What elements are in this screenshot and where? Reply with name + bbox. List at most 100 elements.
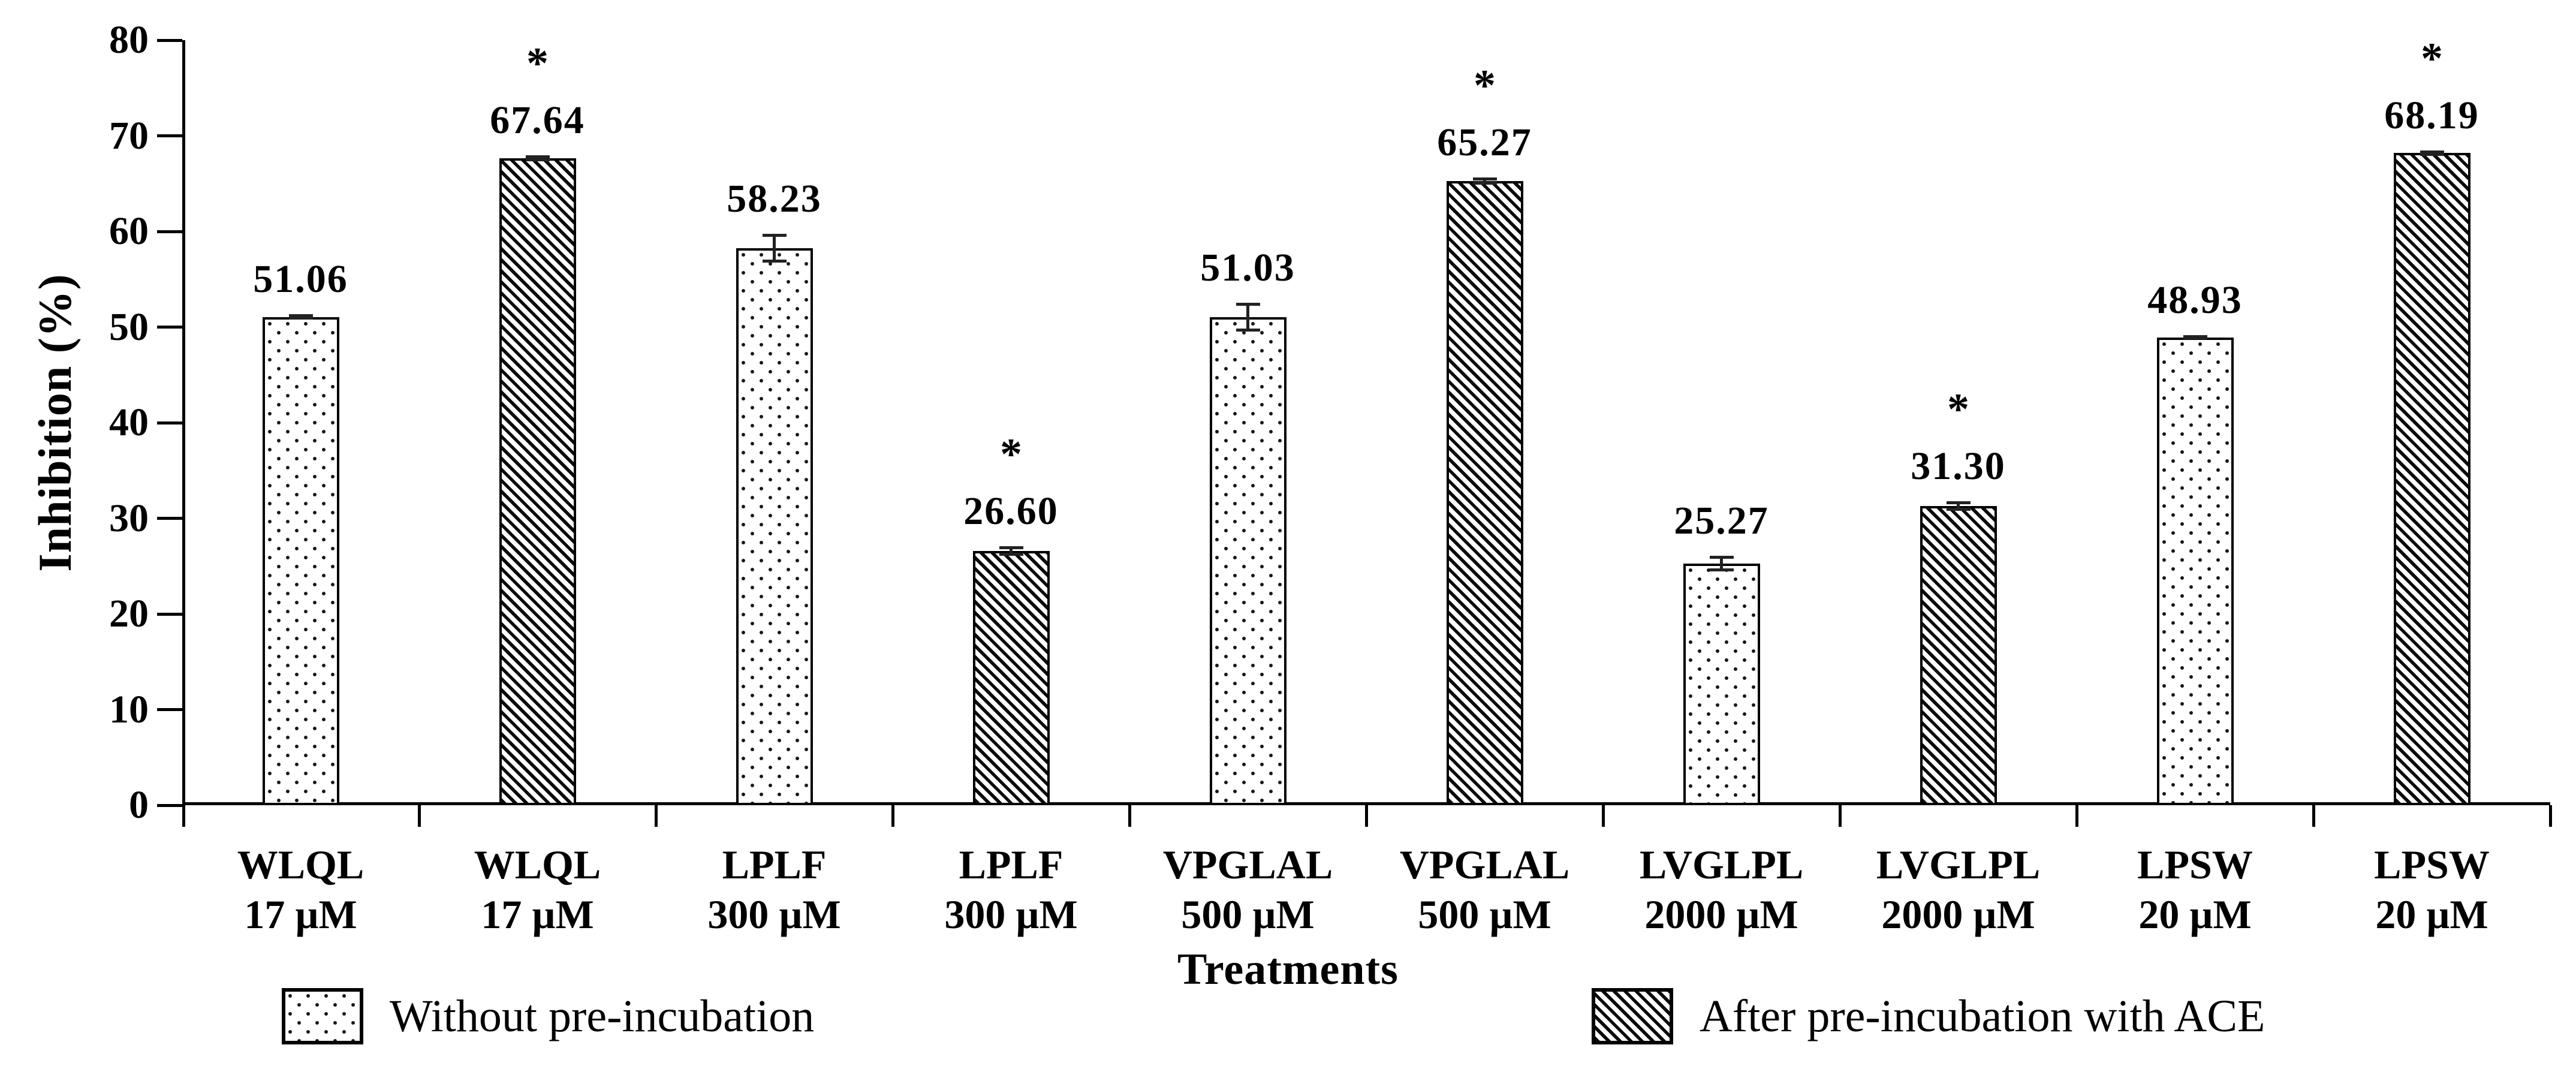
legend-swatch-diagonal-hatch [1592, 988, 1673, 1044]
error-bar [1236, 303, 1260, 332]
error-bar [999, 546, 1023, 556]
x-tick [891, 805, 894, 827]
error-bar-cap [2183, 336, 2207, 339]
x-category-label: VPGLAL 500 µM [1399, 842, 1570, 937]
error-bar [525, 155, 550, 161]
error-bar-cap [1946, 507, 1971, 511]
bar-value-label: 31.30 [1911, 444, 2006, 488]
x-category-label: VPGLAL 500 µM [1162, 842, 1333, 937]
x-category-label: LPLF 300 µM [944, 842, 1078, 937]
bar-value-label: 67.64 [490, 98, 585, 143]
significance-asterisk: * [1474, 61, 1496, 110]
x-category-label: LPSW 20 µM [2374, 842, 2490, 937]
bar-value-label: 51.06 [253, 257, 348, 301]
y-tick [157, 230, 182, 233]
legend-item-after-preincubation: After pre-incubation with ACE [1592, 988, 2265, 1044]
error-bar-cap [1709, 568, 1734, 571]
x-tick [1601, 805, 1605, 827]
error-bar-line [1720, 556, 1723, 571]
bar-value-label: 58.23 [727, 177, 822, 221]
y-tick-label: 40 [109, 401, 149, 444]
y-tick [157, 38, 182, 42]
y-tick-label: 10 [109, 687, 149, 731]
legend: Without pre-incubation After pre-incubat… [0, 988, 2576, 1066]
bar [972, 550, 1050, 805]
error-bar [1472, 177, 1497, 185]
error-bar-line [1957, 501, 1960, 511]
error-bar-cap [288, 314, 313, 317]
error-bar-cap [762, 234, 787, 237]
error-bar-cap [1236, 329, 1260, 332]
error-bar [2420, 150, 2444, 156]
bar [499, 158, 576, 805]
y-tick-label: 70 [109, 113, 149, 158]
error-bar-cap [525, 158, 550, 161]
error-bar-cap [999, 552, 1023, 556]
bar [1920, 505, 1997, 805]
x-category-label: WLQL 17 µM [474, 842, 601, 937]
bar-value-label: 25.27 [1674, 499, 1769, 543]
error-bar-cap [1709, 556, 1734, 559]
error-bar [1946, 501, 1971, 511]
significance-asterisk: * [1000, 429, 1022, 479]
error-bar-cap [1472, 182, 1497, 185]
x-category-label: LPLF 300 µM [707, 842, 841, 937]
legend-item-without-preincubation: Without pre-incubation [282, 988, 814, 1044]
bar-value-label: 26.60 [963, 489, 1059, 533]
bar [1209, 317, 1287, 805]
significance-asterisk: * [1947, 384, 1969, 434]
error-bar [762, 234, 787, 263]
bar [2393, 153, 2470, 805]
x-category-label: LVGLPL 2000 µM [1876, 842, 2041, 937]
bar [262, 317, 339, 805]
error-bar-cap [762, 260, 787, 263]
error-bar-cap [1236, 303, 1260, 306]
error-bar [2183, 335, 2207, 339]
y-tick [157, 708, 182, 711]
x-tick [417, 805, 421, 827]
x-tick [654, 805, 658, 827]
x-axis-title: Treatments [1177, 945, 1399, 994]
x-tick [1838, 805, 1842, 827]
x-tick [2548, 805, 2552, 827]
x-tick [1364, 805, 1368, 827]
x-tick [1128, 805, 1131, 827]
error-bar-line [773, 234, 776, 263]
error-bar-line [1010, 546, 1013, 556]
error-bar [288, 314, 313, 320]
y-tick-label: 50 [109, 305, 149, 349]
bar-value-label: 48.93 [2147, 278, 2243, 323]
y-tick [157, 326, 182, 329]
y-tick [157, 803, 182, 807]
x-tick [2075, 805, 2078, 827]
significance-asterisk: * [526, 39, 549, 89]
error-bar-cap [2420, 153, 2444, 156]
bar-value-label: 65.27 [1437, 120, 1532, 164]
error-bar-cap [999, 546, 1023, 549]
significance-asterisk: * [2421, 34, 2443, 83]
error-bar-cap [2420, 150, 2444, 153]
y-tick [157, 517, 182, 520]
error-bar-line [1246, 303, 1249, 332]
legend-label: Without pre-incubation [390, 990, 815, 1041]
error-bar-cap [525, 155, 550, 159]
x-category-label: WLQL 17 µM [237, 842, 364, 937]
y-tick-label: 30 [109, 496, 149, 540]
legend-label: After pre-incubation with ACE [1700, 990, 2265, 1041]
x-axis-line [182, 802, 2550, 805]
y-tick [157, 134, 182, 137]
error-bar-cap [288, 317, 313, 320]
error-bar-line [1483, 177, 1486, 185]
x-category-label: LPSW 20 µM [2137, 842, 2253, 937]
error-bar [1709, 556, 1734, 571]
y-tick [157, 421, 182, 424]
bar [2156, 337, 2234, 805]
y-axis-line [182, 40, 185, 827]
y-tick-label: 60 [109, 209, 149, 253]
bar [1683, 563, 1760, 805]
y-tick-label: 0 [129, 783, 149, 827]
bar [1446, 180, 1523, 805]
bar-value-label: 51.03 [1200, 246, 1295, 290]
error-bar-cap [1472, 177, 1497, 180]
